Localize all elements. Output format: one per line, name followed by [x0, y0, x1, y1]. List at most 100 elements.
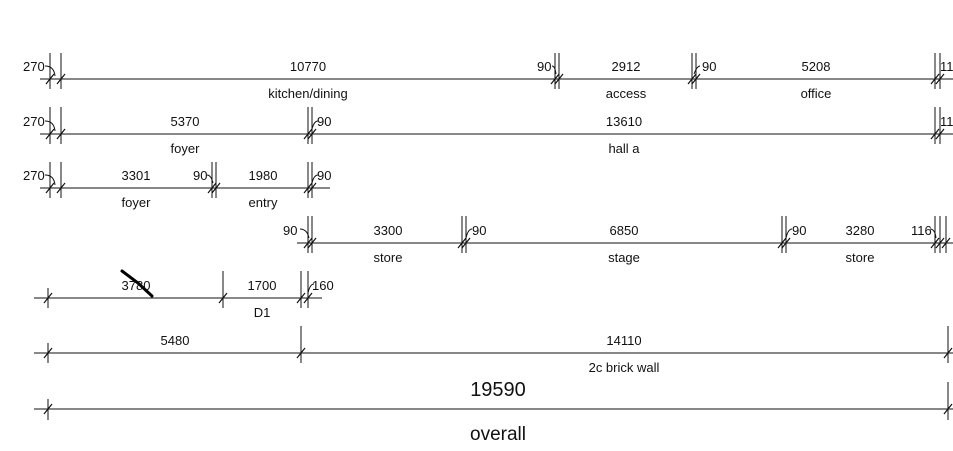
dimension-tick [296, 347, 306, 359]
room-label: office [801, 86, 832, 101]
leader-line [785, 228, 793, 239]
dimension-row-4: 90 3300 90 6850 90 3280 116 store stage … [283, 216, 953, 265]
dimension-tick [45, 182, 55, 194]
dimension-tick [307, 237, 317, 249]
dimension-value: 116 [911, 223, 932, 238]
dimension-tick [930, 237, 940, 249]
leader-line [929, 228, 937, 239]
dimension-tick [45, 128, 55, 140]
dimension-value: 2912 [612, 59, 641, 74]
dimension-tick [941, 237, 951, 249]
dimension-value: 11 [940, 59, 953, 74]
dimension-tick [296, 292, 306, 304]
dimension-tick [218, 292, 228, 304]
dimension-tick [930, 128, 940, 140]
dimension-tick [777, 237, 787, 249]
leader-line [44, 65, 56, 77]
dimension-value: 5370 [171, 114, 200, 129]
dimension-tick [43, 403, 53, 415]
dimension-value: 90 [702, 59, 716, 74]
dimension-tick [207, 182, 217, 194]
dimension-value: 11 [940, 114, 953, 129]
dimension-tick [935, 237, 945, 249]
dimension-row-3: 270 3301 90 1980 90 foyer entry [23, 162, 331, 210]
dimension-value: 270 [23, 59, 45, 74]
room-label: kitchen/dining [268, 86, 348, 101]
dimension-tick [554, 73, 564, 85]
dimension-tick [307, 182, 317, 194]
dimension-tick [211, 182, 221, 194]
dimension-value: 90 [317, 114, 331, 129]
dimension-tick [550, 73, 560, 85]
dimension-tick [930, 73, 940, 85]
overall-label: overall [470, 424, 526, 445]
dimension-tick [56, 73, 66, 85]
dimension-tick [43, 347, 53, 359]
leader-line [551, 65, 557, 75]
dimension-tick [56, 182, 66, 194]
dimension-value: 90 [193, 168, 207, 183]
dimension-tick [303, 292, 313, 304]
dimension-value: 1980 [249, 168, 278, 183]
dimension-tick [687, 73, 697, 85]
dimension-value: 5480 [161, 333, 190, 348]
room-label: access [606, 86, 647, 101]
dimension-value: 90 [283, 223, 297, 238]
dimension-value: 3280 [846, 223, 875, 238]
dimension-tick [935, 73, 945, 85]
dimension-tick [935, 128, 945, 140]
dimension-value: 90 [472, 223, 486, 238]
room-label: entry [249, 195, 278, 210]
dimension-value: 5208 [802, 59, 831, 74]
dimension-value: 270 [23, 168, 45, 183]
leader-line [307, 283, 315, 294]
dimension-tick [461, 237, 471, 249]
room-label: stage [608, 250, 640, 265]
dimension-tick [457, 237, 467, 249]
dimension-value: 90 [317, 168, 331, 183]
leader-line [693, 65, 701, 75]
dimension-row-6: 5480 14110 2c brick wall [34, 326, 953, 375]
dimension-tick [943, 403, 953, 415]
dimension-tick [781, 237, 791, 249]
dimension-tick [303, 128, 313, 140]
room-label: store [846, 250, 875, 265]
dimension-value: 3780 [122, 278, 151, 293]
room-label: foyer [122, 195, 152, 210]
dimension-tick [307, 128, 317, 140]
leader-line [44, 120, 56, 132]
dimension-value: 160 [312, 278, 334, 293]
leader-line [311, 120, 319, 130]
room-label: store [374, 250, 403, 265]
dimension-row-7: 19590 overall [34, 379, 953, 445]
dimension-value: 13610 [606, 114, 642, 129]
dimension-row-1: 270 10770 90 2912 90 5208 11 kitchen/din… [23, 53, 953, 101]
dimension-tick [691, 73, 701, 85]
dimension-tick [303, 182, 313, 194]
leader-line [206, 174, 214, 184]
room-label: hall a [608, 141, 640, 156]
dimension-tick [43, 292, 53, 304]
dimension-value: 14110 [606, 333, 641, 348]
overall-dimension-value: 19590 [470, 379, 526, 401]
dimension-row-5: 3780 1700 160 D1 [34, 269, 334, 320]
dimension-value: 10770 [290, 59, 326, 74]
leader-line [44, 174, 56, 186]
leader-line [299, 228, 310, 239]
leader-line [311, 174, 319, 184]
room-label: foyer [171, 141, 201, 156]
leader-line [465, 228, 473, 239]
dimension-row-2: 270 5370 90 13610 11 foyer hall a [23, 107, 953, 156]
dimension-value: 270 [23, 114, 45, 129]
door-label: D1 [254, 305, 271, 320]
dimension-tick [303, 237, 313, 249]
dimension-value: 3301 [122, 168, 151, 183]
strike-mark [120, 269, 154, 298]
dimension-tick [56, 128, 66, 140]
dimension-tick [45, 73, 55, 85]
wall-label: 2c brick wall [589, 360, 660, 375]
dimension-value: 1700 [248, 278, 277, 293]
dimension-value: 6850 [610, 223, 639, 238]
dimension-tick [943, 347, 953, 359]
